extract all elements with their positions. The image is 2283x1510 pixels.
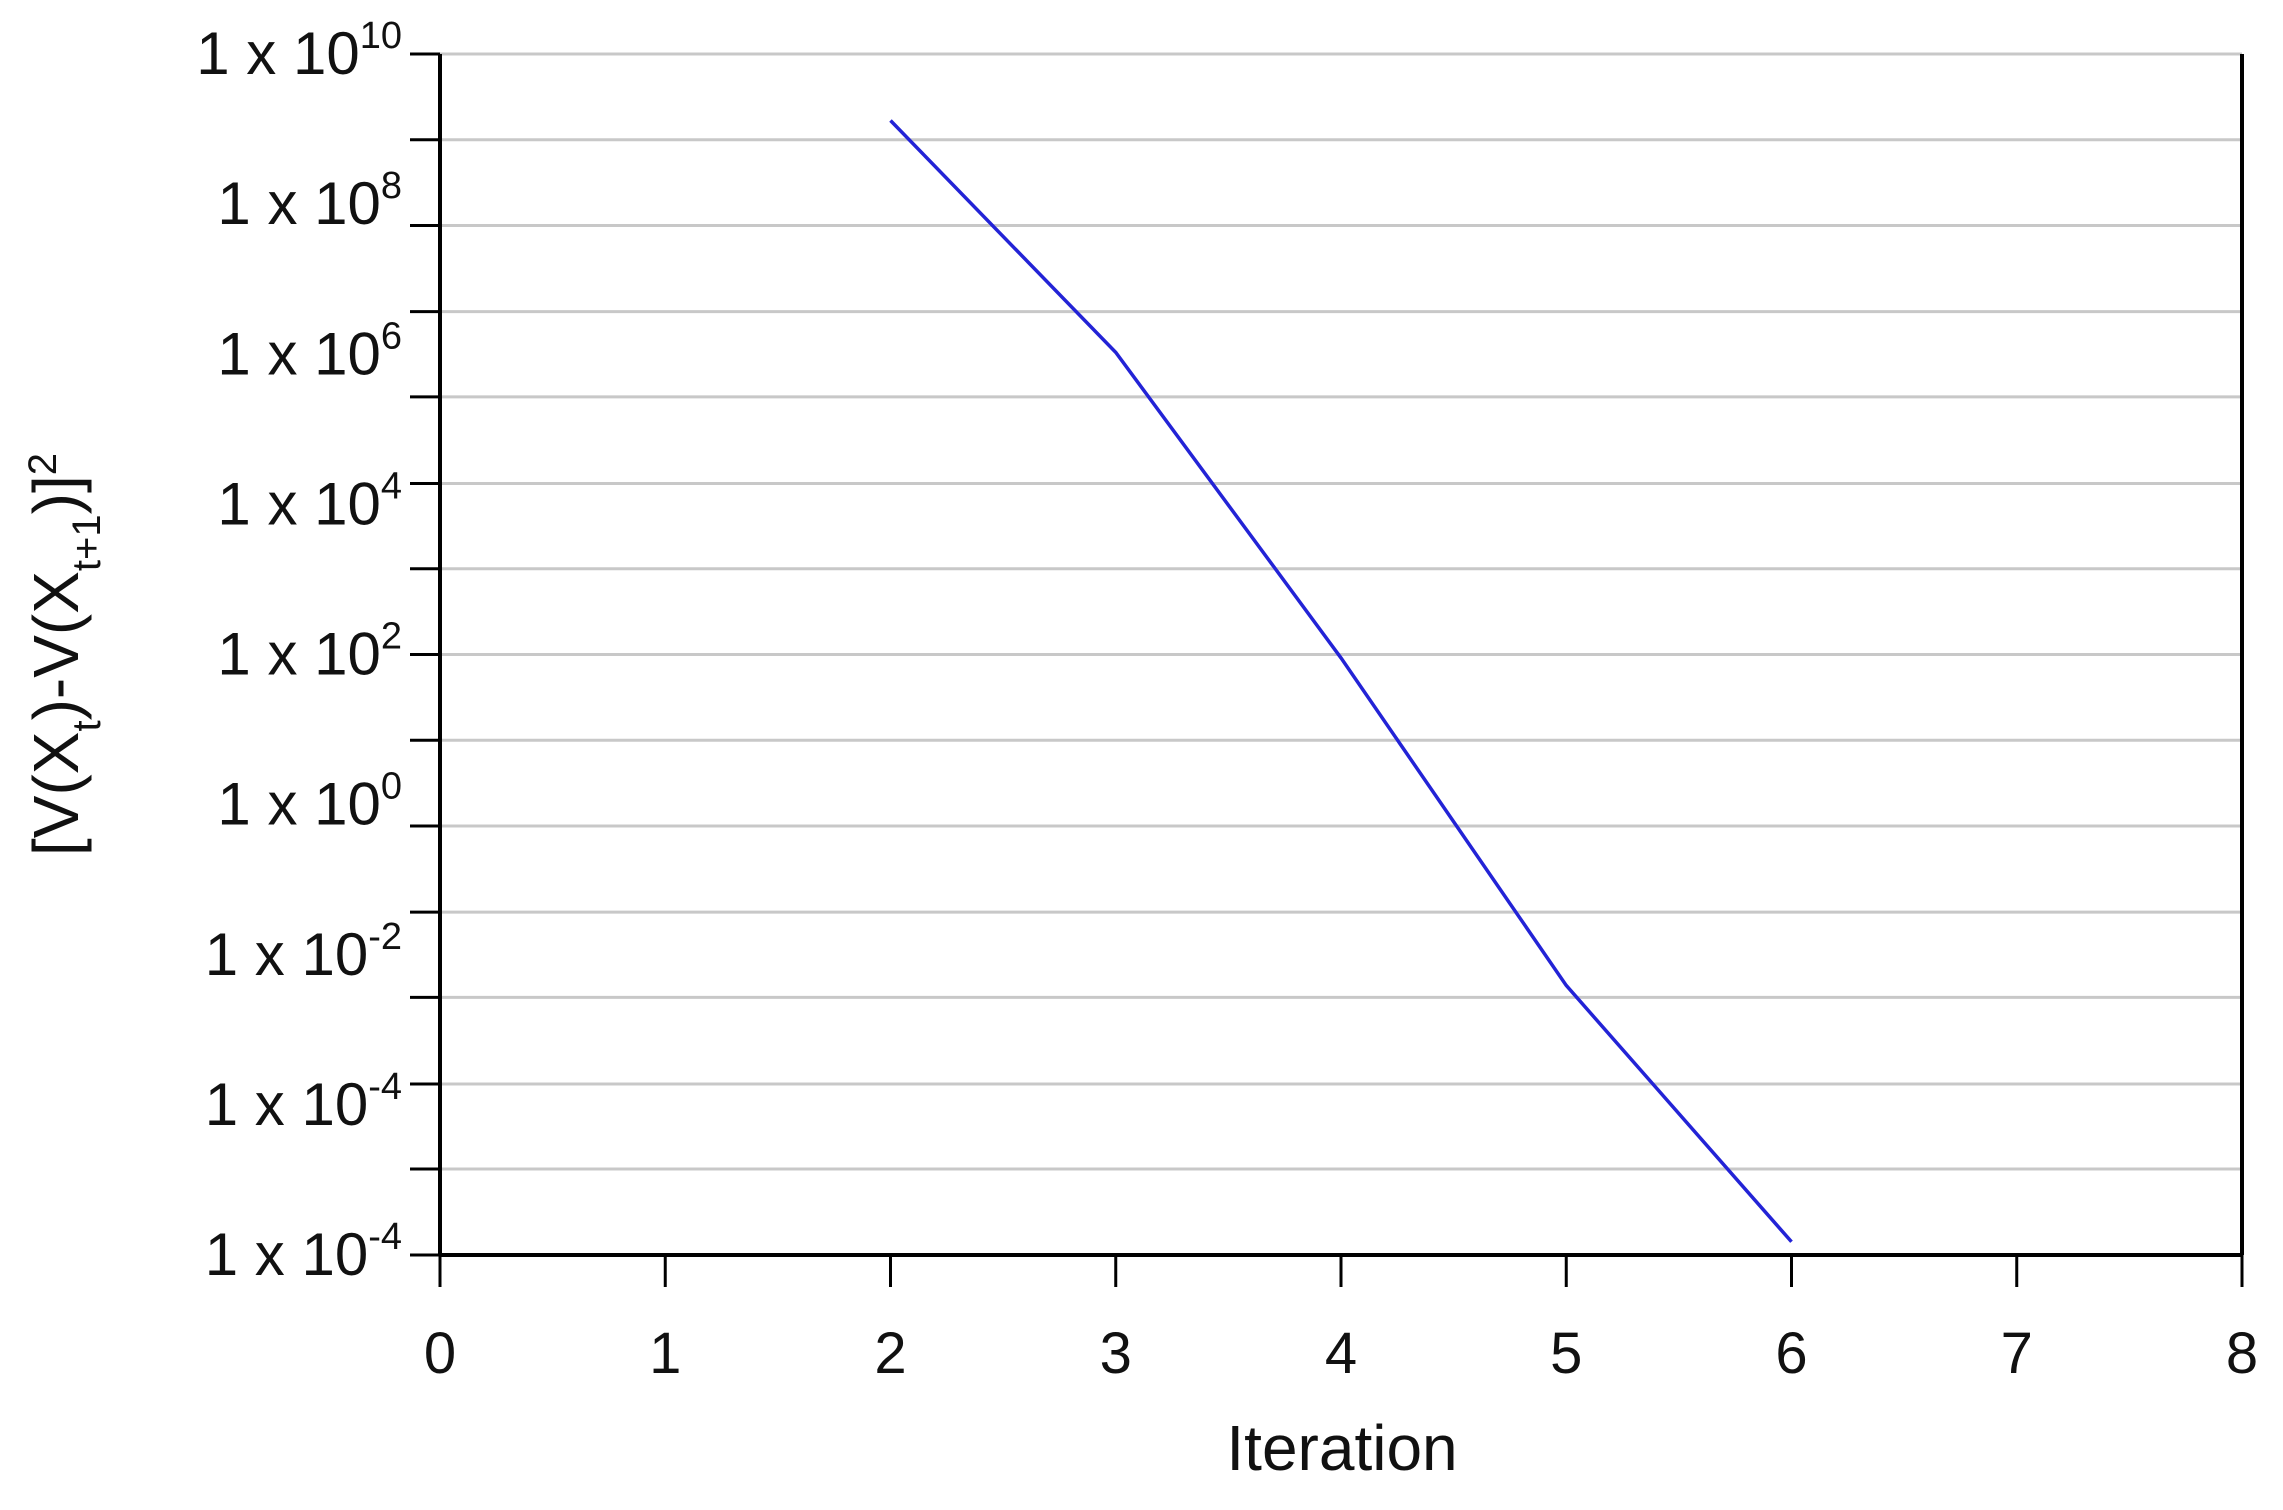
y-tick-label: 1 x 10-4 <box>205 1066 402 1138</box>
y-tick-label-exponent: 4 <box>381 465 402 507</box>
y-tick-label-exponent: -2 <box>368 916 402 958</box>
y-tick-label: 1 x 10-2 <box>205 916 402 988</box>
y-tick-label: 1 x 106 <box>217 315 402 387</box>
y-axis-label-part: t <box>65 720 109 731</box>
y-axis-label-part: )-V(X <box>20 571 92 720</box>
x-tick-label: 8 <box>2226 1321 2258 1386</box>
x-tick-label: 1 <box>649 1321 681 1386</box>
y-tick-label-exponent: 0 <box>381 766 402 808</box>
y-tick-label-exponent: 2 <box>381 616 402 658</box>
y-tick-label-base: 1 x 10 <box>217 320 380 387</box>
y-axis-label-group: [V(Xt)-V(Xt+1)]2 <box>20 453 109 856</box>
y-tick-label-exponent: 6 <box>381 315 402 357</box>
y-tick-label: 1 x 108 <box>217 165 402 237</box>
y-tick-label: 1 x 1010 <box>196 15 402 87</box>
x-tick-label: 0 <box>424 1321 456 1386</box>
y-tick-label-exponent: 10 <box>360 15 402 57</box>
y-axis-label-part: [V(X <box>20 732 92 856</box>
y-axis-label: [V(Xt)-V(Xt+1)]2 <box>20 453 109 856</box>
x-tick-label: 4 <box>1325 1321 1357 1386</box>
x-axis-label: Iteration <box>1226 1412 1457 1484</box>
y-tick-label-base: 1 x 10 <box>196 20 359 87</box>
y-axis-label-part: 2 <box>21 453 65 475</box>
y-tick-label-exponent: -4 <box>368 1066 402 1108</box>
y-tick-label-base: 1 x 10 <box>205 921 368 988</box>
y-tick-label: 1 x 104 <box>217 465 402 537</box>
y-tick-label-base: 1 x 10 <box>205 1221 368 1288</box>
y-tick-label-base: 1 x 10 <box>205 1071 368 1138</box>
y-tick-label-base: 1 x 10 <box>217 470 380 537</box>
y-tick-label: 1 x 100 <box>217 766 402 838</box>
data-line <box>889 119 1793 1243</box>
y-tick-label-exponent: 8 <box>381 165 402 207</box>
x-tick-label: 6 <box>1775 1321 1807 1386</box>
y-tick-label-base: 1 x 10 <box>217 771 380 838</box>
y-tick-label-base: 1 x 10 <box>217 170 380 237</box>
x-tick-label: 5 <box>1550 1321 1582 1386</box>
x-tick-label: 7 <box>2001 1321 2033 1386</box>
y-axis-label-part: t+1 <box>65 514 109 571</box>
x-tick-label: 2 <box>874 1321 906 1386</box>
y-tick-label-base: 1 x 10 <box>217 621 380 688</box>
y-axis-label-part: )] <box>20 475 92 514</box>
y-tick-label: 1 x 10-4 <box>205 1216 402 1288</box>
y-tick-label: 1 x 102 <box>217 616 402 688</box>
x-tick-label: 3 <box>1100 1321 1132 1386</box>
y-tick-label-exponent: -4 <box>368 1216 402 1258</box>
